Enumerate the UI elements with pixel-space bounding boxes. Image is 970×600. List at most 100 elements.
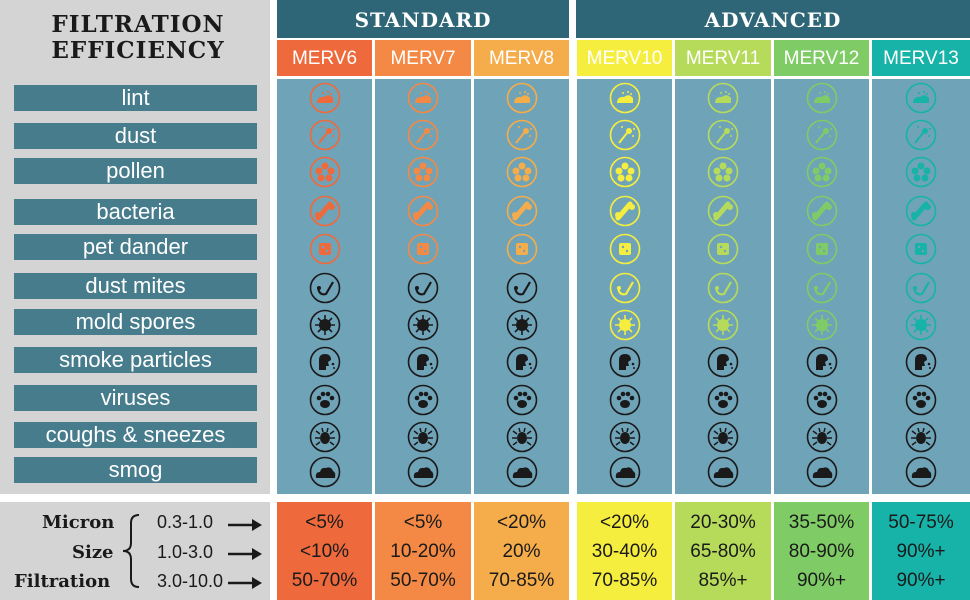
sneeze-icon xyxy=(707,421,739,453)
lint-icon xyxy=(506,82,538,114)
merv-column xyxy=(675,79,771,494)
smoke-icon xyxy=(609,346,641,378)
efficiency-value: 85%+ xyxy=(698,570,748,591)
range-label-3: 3.0-10.0 xyxy=(157,571,224,591)
virus-icon xyxy=(407,384,439,416)
mold-spore-icon xyxy=(609,309,641,341)
mold-spore-icon xyxy=(309,309,341,341)
pollen-icon xyxy=(609,156,641,188)
contaminant-label: lint xyxy=(14,85,257,111)
page-title: FILTRATION EFFICIENCY xyxy=(0,12,276,64)
lint-icon xyxy=(707,82,739,114)
efficiency-value: 65-80% xyxy=(690,541,756,562)
contaminant-label: coughs & sneezes xyxy=(14,422,257,448)
brace-icon xyxy=(119,513,145,589)
mold-spore-icon xyxy=(407,309,439,341)
efficiency-value: <5% xyxy=(305,512,344,533)
efficiency-value: <10% xyxy=(299,541,350,562)
efficiency-cell: <20% 30-40% 70-85% xyxy=(577,502,672,600)
virus-icon xyxy=(806,384,838,416)
bacteria-icon xyxy=(707,195,739,227)
contaminant-label: pollen xyxy=(14,158,257,184)
efficiency-value: <20% xyxy=(599,512,650,533)
merv-label: MERV13 xyxy=(872,40,970,76)
contaminant-label: dust xyxy=(14,123,257,149)
efficiency-value: <5% xyxy=(403,512,443,533)
merv-column xyxy=(277,79,372,494)
bacteria-icon xyxy=(407,195,439,227)
efficiency-cell: 50-75% 90%+ 90%+ xyxy=(872,502,970,600)
filtration-label: Filtration xyxy=(14,571,111,592)
lint-icon xyxy=(309,82,341,114)
micron-label: Micron xyxy=(42,512,115,533)
merv-label: MERV10 xyxy=(577,40,672,76)
smoke-icon xyxy=(806,346,838,378)
smog-icon xyxy=(309,456,341,488)
lint-icon xyxy=(407,82,439,114)
efficiency-cell: <20% 20% 70-85% xyxy=(474,502,569,600)
pet-dander-icon xyxy=(905,233,937,265)
pollen-icon xyxy=(407,156,439,188)
dust-icon xyxy=(609,119,641,151)
contaminant-label: dust mites xyxy=(14,273,257,299)
contaminant-label: bacteria xyxy=(14,199,257,225)
dust-icon xyxy=(707,119,739,151)
arrow-icon xyxy=(228,576,264,595)
contaminant-label: smoke particles xyxy=(14,347,257,373)
dust-mite-icon xyxy=(407,272,439,304)
virus-icon xyxy=(506,384,538,416)
efficiency-value: 90%+ xyxy=(896,570,946,591)
standard-header: STANDARD xyxy=(277,0,569,38)
lint-icon xyxy=(609,82,641,114)
sneeze-icon xyxy=(905,421,937,453)
contaminant-label: pet dander xyxy=(14,234,257,260)
sneeze-icon xyxy=(407,421,439,453)
dust-icon xyxy=(407,119,439,151)
dust-mite-icon xyxy=(609,272,641,304)
divider xyxy=(569,0,576,600)
efficiency-value: 10-20% xyxy=(390,541,456,562)
smoke-icon xyxy=(707,346,739,378)
arrow-icon xyxy=(228,518,264,537)
pollen-icon xyxy=(806,156,838,188)
micron-panel: Micron Size Filtration 0.3-1.0 1.0-3.0 3… xyxy=(0,502,270,600)
merv-label: MERV8 xyxy=(474,40,569,76)
efficiency-cell: <5% 10-20% 50-70% xyxy=(375,502,471,600)
pollen-icon xyxy=(309,156,341,188)
contaminant-label: viruses xyxy=(14,385,257,411)
smog-icon xyxy=(609,456,641,488)
smoke-icon xyxy=(407,346,439,378)
efficiency-value: 80-90% xyxy=(788,541,855,562)
virus-icon xyxy=(707,384,739,416)
pet-dander-icon xyxy=(806,233,838,265)
dust-mite-icon xyxy=(905,272,937,304)
dust-mite-icon xyxy=(806,272,838,304)
dust-mite-icon xyxy=(309,272,341,304)
title-line-2: EFFICIENCY xyxy=(51,37,225,64)
size-label: Size xyxy=(72,542,114,563)
efficiency-value: 90%+ xyxy=(896,541,946,562)
dust-icon xyxy=(905,119,937,151)
pet-dander-icon xyxy=(309,233,341,265)
merv-column xyxy=(375,79,471,494)
smog-icon xyxy=(905,456,937,488)
smog-icon xyxy=(407,456,439,488)
merv-label: MERV12 xyxy=(774,40,869,76)
sneeze-icon xyxy=(506,421,538,453)
sneeze-icon xyxy=(806,421,838,453)
smog-icon xyxy=(707,456,739,488)
pollen-icon xyxy=(905,156,937,188)
advanced-header: ADVANCED xyxy=(576,0,970,38)
dust-icon xyxy=(806,119,838,151)
virus-icon xyxy=(609,384,641,416)
sneeze-icon xyxy=(609,421,641,453)
bacteria-icon xyxy=(806,195,838,227)
smog-icon xyxy=(806,456,838,488)
smoke-icon xyxy=(905,346,937,378)
merv-column xyxy=(474,79,569,494)
efficiency-cell: 20-30% 65-80% 85%+ xyxy=(675,502,771,600)
efficiency-value: 70-85% xyxy=(591,570,658,591)
smoke-icon xyxy=(309,346,341,378)
efficiency-value: 20% xyxy=(502,541,541,562)
range-label-1: 0.3-1.0 xyxy=(157,512,214,532)
